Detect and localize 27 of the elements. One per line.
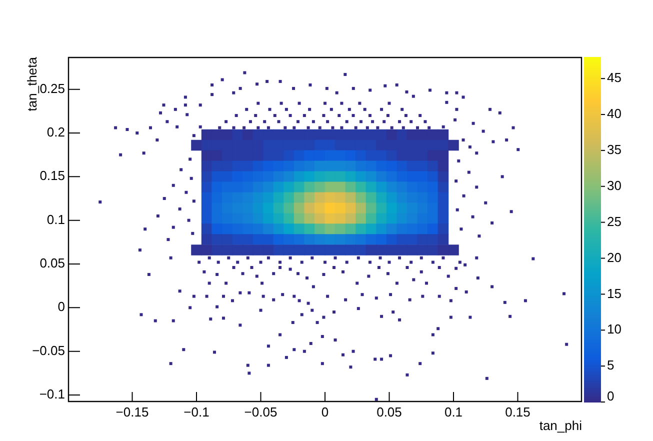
y-axis-title: tan_theta (24, 56, 40, 112)
color-bar-label: 0 (607, 388, 614, 404)
y-tick-label: −0.1 (39, 386, 65, 402)
color-bar-label: 15 (607, 286, 622, 301)
x-tick-label: −0.1 (184, 404, 210, 420)
y-tick-label: 0.15 (40, 168, 65, 184)
x-tick-label: 0.05 (376, 404, 402, 420)
y-tick-label: 0.2 (46, 124, 65, 140)
x-tick-label: 0 (321, 404, 329, 420)
y-tick-label: 0.1 (46, 212, 65, 227)
color-bar-label: 30 (607, 178, 622, 193)
color-bar-label: 40 (607, 106, 622, 122)
color-bar-label: 25 (607, 214, 622, 229)
color-bar-label: 35 (607, 142, 622, 158)
x-tick-label: 0.15 (505, 404, 530, 420)
y-tick-label: −0.05 (32, 342, 65, 358)
color-bar-label: 10 (607, 322, 622, 337)
y-tick-label: 0.25 (40, 80, 65, 96)
x-tick-label: −0.15 (116, 404, 149, 420)
color-bar-label: 5 (607, 358, 614, 373)
color-bar-label: 45 (607, 70, 622, 86)
x-tick-label: 0.1 (444, 404, 463, 420)
y-tick-label: 0.05 (40, 256, 65, 271)
y-tick-label: 0 (58, 299, 65, 314)
color-bar-label: 20 (607, 250, 622, 265)
x-tick-label: −0.05 (244, 404, 278, 420)
x-axis-title: tan_phi (539, 418, 582, 433)
